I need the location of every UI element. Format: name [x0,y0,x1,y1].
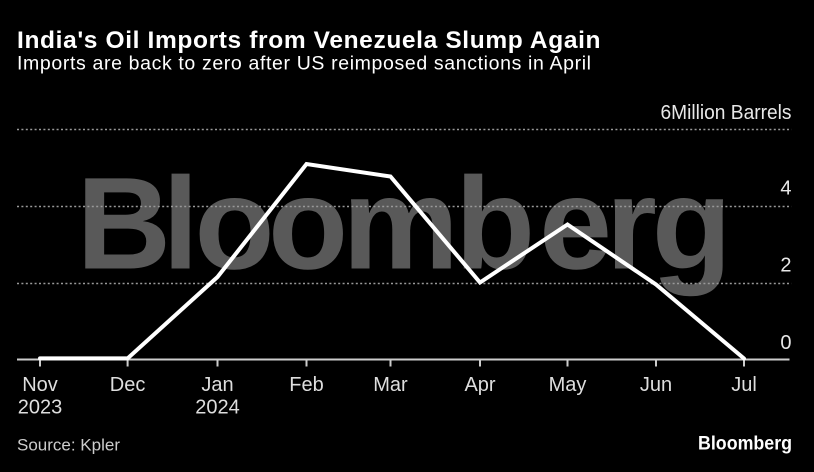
svg-text:Feb: Feb [289,374,323,396]
svg-text:Jun: Jun [640,374,672,396]
svg-text:Dec: Dec [110,374,146,396]
svg-text:2024: 2024 [195,396,240,418]
svg-text:Imports are back to zero after: Imports are back to zero after US reimpo… [17,53,591,75]
svg-text:0: 0 [780,332,791,354]
svg-text:Mar: Mar [373,374,408,396]
svg-text:2: 2 [780,255,791,277]
svg-text:Apr: Apr [464,374,495,396]
svg-text:Nov: Nov [22,374,58,396]
svg-text:Source: Kpler: Source: Kpler [17,436,120,455]
svg-text:Bloomberg: Bloomberg [77,150,728,297]
svg-text:2023: 2023 [18,396,63,418]
svg-text:India's Oil Imports from Venez: India's Oil Imports from Venezuela Slump… [17,27,601,54]
svg-text:6Million Barrels: 6Million Barrels [661,102,792,124]
svg-text:Jul: Jul [731,374,757,396]
svg-text:4: 4 [780,178,791,200]
svg-text:May: May [549,374,587,396]
svg-text:Jan: Jan [201,374,233,396]
svg-text:Bloomberg: Bloomberg [698,433,792,454]
